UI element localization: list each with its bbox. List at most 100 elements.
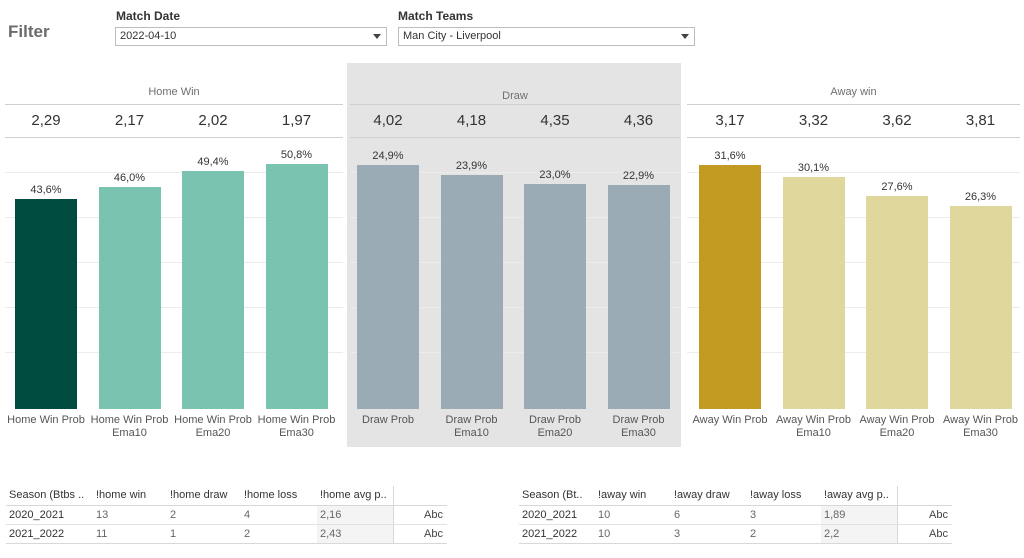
- x-axis-label-line: Ema30: [963, 427, 998, 439]
- gridline: [5, 172, 343, 173]
- x-axis-label-line: Ema10: [796, 427, 831, 439]
- x-axis-label: Away Win Prob: [688, 414, 772, 427]
- x-axis-label-line: Home Win Prob: [7, 414, 85, 426]
- match-teams-select[interactable]: Man City - Liverpool: [398, 27, 695, 46]
- x-axis-label-line: Away Win Prob: [776, 414, 851, 426]
- home-stats-table: Season (Btbs .. !home win !home draw !ho…: [6, 486, 447, 544]
- bar-value-label: 43,6%: [30, 183, 62, 196]
- table-cell: 3: [671, 524, 747, 544]
- group-divider: [687, 104, 1020, 105]
- x-axis-label-line: Draw Prob: [612, 414, 665, 426]
- col-header[interactable]: !away win: [595, 486, 671, 506]
- gridline: [350, 217, 680, 218]
- match-date-select[interactable]: 2022-04-10: [115, 27, 387, 46]
- match-date-value: 2022-04-10: [120, 30, 177, 42]
- table-row[interactable]: 2021_2022 11 1 2 2,43 Abc: [6, 524, 447, 544]
- table-cell: 10: [595, 524, 671, 544]
- odds-value: 4,36: [623, 112, 654, 129]
- col-header[interactable]: !home win: [93, 486, 167, 506]
- group-title: Away win: [830, 86, 877, 98]
- gridline: [350, 262, 680, 263]
- bar[interactable]: [98, 187, 161, 409]
- table-row[interactable]: 2020_2021 10 6 3 1,89 Abc: [519, 505, 952, 525]
- table-cell: Abc: [896, 505, 952, 525]
- bar[interactable]: [440, 175, 503, 409]
- bar[interactable]: [524, 184, 586, 409]
- gridline: [687, 352, 1020, 353]
- col-header: [392, 486, 447, 506]
- bar-value-label: 23,9%: [455, 160, 488, 173]
- col-header[interactable]: !home avg p..: [317, 486, 393, 506]
- bar-value-label: 27,6%: [881, 181, 913, 194]
- table-cell: 2020_2021: [6, 505, 93, 525]
- match-date-label: Match Date: [116, 9, 181, 23]
- col-header[interactable]: !away loss: [747, 486, 821, 506]
- gridline: [687, 307, 1020, 308]
- col-header[interactable]: !home loss: [241, 486, 317, 506]
- odds-divider: [687, 137, 1020, 138]
- table-row[interactable]: 2021_2022 10 3 2 2,2 Abc: [519, 524, 952, 544]
- table-cell: 4: [241, 505, 317, 525]
- odds-divider: [5, 137, 343, 138]
- col-header: [896, 486, 952, 506]
- x-axis-label: Away Win Prob Ema30: [939, 414, 1023, 440]
- col-header[interactable]: !away avg p..: [821, 486, 897, 506]
- bar[interactable]: [699, 165, 761, 409]
- odds-value: 3,81: [965, 112, 996, 129]
- x-axis-label: Draw Prob Ema20: [513, 414, 597, 440]
- x-axis-label-line: Ema20: [879, 427, 915, 439]
- odds-value: 3,32: [798, 112, 829, 129]
- table-cell: 11: [93, 524, 167, 544]
- col-header[interactable]: !away draw: [671, 486, 747, 506]
- x-axis-label-line: Ema30: [279, 427, 314, 439]
- chevron-down-icon[interactable]: [676, 28, 694, 45]
- col-header[interactable]: Season (Btbs ..: [6, 486, 93, 506]
- gridline: [5, 307, 343, 308]
- x-axis-label: Draw Prob Ema10: [430, 414, 514, 440]
- x-axis-label-line: Ema20: [195, 427, 231, 439]
- x-axis-label-line: Draw Prob: [362, 414, 414, 426]
- table-cell: 6: [671, 505, 747, 525]
- bar[interactable]: [182, 170, 244, 409]
- bar[interactable]: [782, 176, 845, 409]
- x-axis-label: Draw Prob Ema30: [597, 414, 681, 440]
- bar-value-label: 23,0%: [539, 169, 571, 181]
- bar[interactable]: [357, 165, 419, 409]
- x-axis-label-line: Away Win Prob: [859, 414, 935, 426]
- x-axis-label-line: Draw Prob: [529, 414, 581, 426]
- bar[interactable]: [15, 198, 77, 409]
- x-axis-label: Away Win Prob Ema20: [855, 414, 939, 440]
- table-header-row: Season (Btbs .. !home win !home draw !ho…: [6, 486, 447, 506]
- gridline: [350, 352, 680, 353]
- gridline: [687, 262, 1020, 263]
- bar[interactable]: [265, 164, 328, 409]
- table-cell: 10: [595, 505, 671, 525]
- odds-value: 4,18: [456, 112, 487, 129]
- col-header[interactable]: !home draw: [167, 486, 241, 506]
- table-cell: Abc: [392, 505, 447, 525]
- group-title: Home Win: [148, 86, 200, 98]
- gridline: [350, 172, 680, 173]
- gridline: [5, 262, 343, 263]
- table-cell: 2020_2021: [519, 505, 595, 525]
- table-cell: 2: [241, 524, 317, 544]
- odds-value: 1,97: [281, 112, 312, 129]
- odds-divider: [350, 137, 680, 138]
- group-divider: [5, 104, 343, 105]
- col-header[interactable]: Season (Bt..: [519, 486, 595, 506]
- bar[interactable]: [949, 206, 1012, 409]
- gridline: [5, 352, 343, 353]
- table-row[interactable]: 2020_2021 13 2 4 2,16 Abc: [6, 505, 447, 525]
- table-cell: 3: [747, 505, 821, 525]
- table-cell: 2,43: [317, 524, 393, 544]
- bar-value-label: 49,4%: [197, 155, 229, 168]
- odds-value: 2,17: [114, 112, 145, 129]
- group-title: Draw: [502, 90, 528, 102]
- x-axis-label-line: Home Win Prob: [90, 414, 169, 426]
- bar[interactable]: [607, 184, 670, 409]
- table-cell: 2021_2022: [6, 524, 93, 544]
- chevron-down-icon[interactable]: [368, 28, 386, 45]
- bar[interactable]: [866, 196, 928, 409]
- gridline: [350, 307, 680, 308]
- gridline: [687, 172, 1020, 173]
